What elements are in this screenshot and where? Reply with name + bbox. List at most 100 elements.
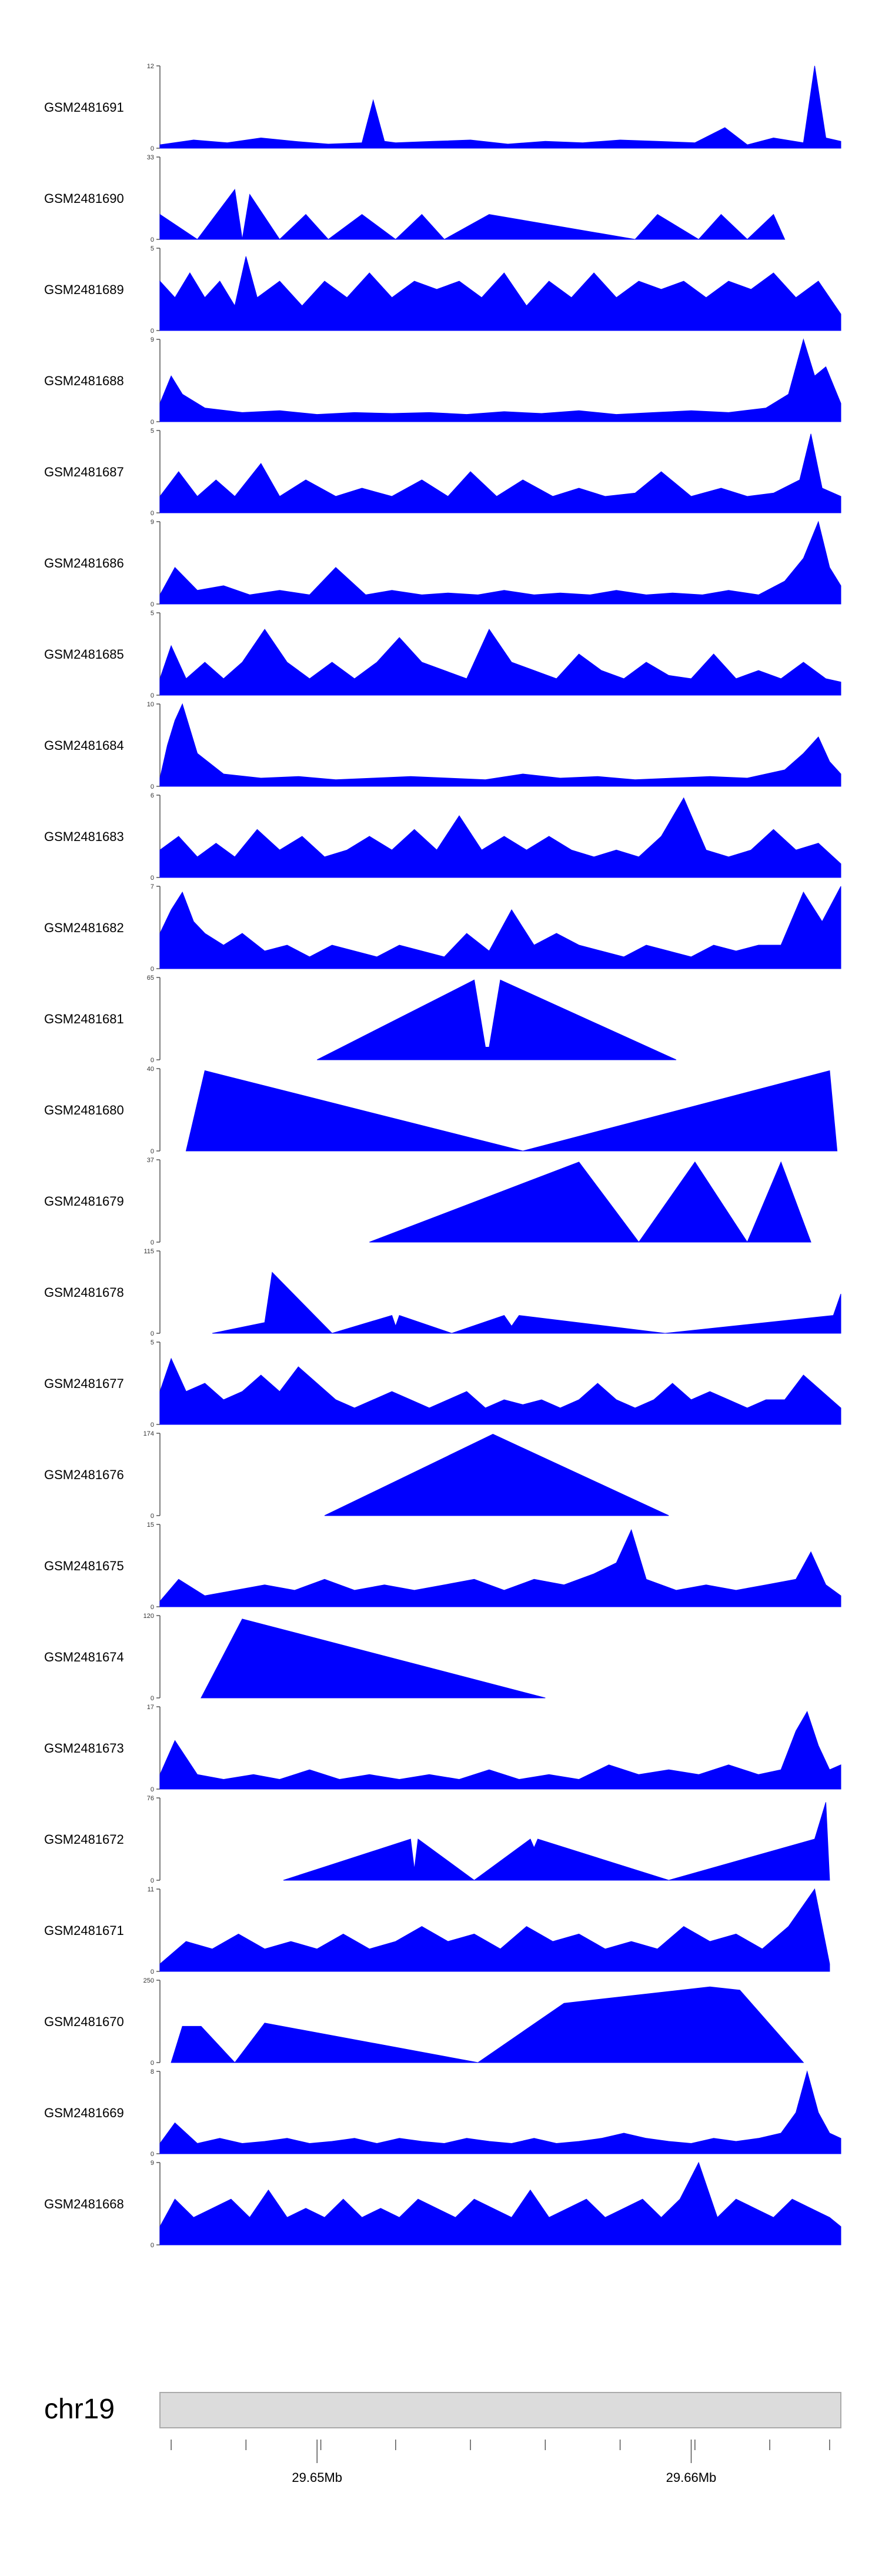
coverage-area: [369, 1161, 811, 1243]
track-GSM2481687: GSM2481687 5 0: [44, 428, 841, 517]
y-tick-label-max: 12: [147, 63, 154, 70]
track-label: GSM2481684: [44, 738, 124, 753]
coverage-area: [159, 797, 841, 878]
track-label: GSM2481673: [44, 1741, 124, 1756]
track-label: GSM2481677: [44, 1376, 124, 1391]
track-GSM2481677: GSM2481677 5 0: [44, 1339, 841, 1429]
track-label: GSM2481688: [44, 373, 124, 388]
track-label: GSM2481687: [44, 465, 124, 479]
y-tick-label-min: 0: [151, 1148, 154, 1155]
track-GSM2481674: GSM2481674 120 0: [44, 1613, 546, 1702]
coverage-area: [159, 703, 841, 787]
y-tick-label-max: 9: [151, 519, 154, 526]
coverage-area: [171, 1986, 804, 2063]
major-tick-label: 29.65Mb: [292, 2470, 342, 2485]
y-tick-label-max: 40: [147, 1066, 154, 1073]
coverage-area: [159, 65, 841, 149]
y-tick-label-max: 115: [143, 1248, 154, 1255]
y-tick-label-max: 65: [147, 975, 154, 982]
track-label: GSM2481691: [44, 100, 124, 115]
y-tick-label-min: 0: [151, 1330, 154, 1337]
y-tick-label-max: 76: [147, 1795, 154, 1802]
track-GSM2481669: GSM2481669 8 0: [44, 2068, 841, 2158]
y-tick-label-min: 0: [151, 236, 154, 243]
track-label: GSM2481674: [44, 1650, 124, 1664]
major-tick-label: 29.66Mb: [666, 2470, 717, 2485]
coverage-area: [159, 628, 841, 696]
track-label: GSM2481672: [44, 1832, 124, 1847]
y-tick-label-min: 0: [151, 1786, 154, 1793]
y-tick-label-min: 0: [151, 692, 154, 699]
track-GSM2481678: GSM2481678 115 0: [44, 1248, 841, 1337]
track-label: GSM2481681: [44, 1012, 124, 1026]
track-label: GSM2481675: [44, 1559, 124, 1573]
track-label: GSM2481683: [44, 829, 124, 844]
coverage-area: [212, 1272, 841, 1334]
y-tick-label-max: 8: [151, 2068, 154, 2076]
track-GSM2481683: GSM2481683 6 0: [44, 792, 841, 882]
y-tick-label-max: 15: [147, 1521, 154, 1529]
track-GSM2481680: GSM2481680 40 0: [44, 1066, 838, 1155]
coverage-area: [159, 520, 841, 605]
y-tick-label-min: 0: [151, 1695, 154, 1702]
y-tick-label-min: 0: [151, 510, 154, 517]
y-tick-label-min: 0: [151, 1968, 154, 1976]
track-GSM2481688: GSM2481688 9 0: [44, 336, 841, 426]
track-label: GSM2481689: [44, 282, 124, 297]
track-label: GSM2481670: [44, 2014, 124, 2029]
coverage-area: [159, 1529, 841, 1607]
y-tick-label-min: 0: [151, 2242, 154, 2249]
track-label: GSM2481680: [44, 1103, 124, 1117]
y-tick-label-min: 0: [151, 419, 154, 426]
coverage-area: [324, 1434, 669, 1516]
track-GSM2481676: GSM2481676 174 0: [44, 1430, 669, 1520]
y-tick-label-min: 0: [151, 1604, 154, 1611]
y-tick-label-max: 33: [147, 154, 154, 161]
y-tick-label-max: 174: [143, 1430, 154, 1437]
coverage-area: [159, 256, 841, 331]
y-tick-label-max: 6: [151, 792, 154, 799]
y-tick-label-min: 0: [151, 601, 154, 608]
y-tick-label-max: 9: [151, 2160, 154, 2167]
y-tick-label-min: 0: [151, 328, 154, 335]
track-GSM2481682: GSM2481682 7 0: [44, 883, 841, 973]
y-tick-label-max: 5: [151, 245, 154, 252]
y-tick-label-min: 0: [151, 783, 154, 790]
track-GSM2481689: GSM2481689 5 0: [44, 245, 841, 335]
y-tick-label-max: 10: [147, 701, 154, 708]
coverage-area: [159, 338, 841, 422]
y-tick-label-min: 0: [151, 966, 154, 973]
y-tick-label-max: 250: [143, 1977, 154, 1984]
y-tick-label-max: 5: [151, 428, 154, 435]
coverage-area: [159, 2070, 841, 2154]
track-label: GSM2481686: [44, 556, 124, 570]
y-tick-label-max: 5: [151, 610, 154, 617]
track-GSM2481670: GSM2481670 250 0: [44, 1977, 804, 2067]
y-tick-label-min: 0: [151, 1513, 154, 1520]
coverage-area: [159, 1710, 841, 1790]
y-tick-label-max: 5: [151, 1339, 154, 1346]
y-tick-label-min: 0: [151, 1239, 154, 1246]
track-GSM2481671: GSM2481671 11 0: [44, 1886, 830, 1976]
track-label: GSM2481690: [44, 191, 124, 206]
track-label: GSM2481685: [44, 647, 124, 662]
y-tick-label-max: 11: [148, 1886, 154, 1893]
coverage-area: [185, 1070, 838, 1152]
track-GSM2481691: GSM2481691 12 0: [44, 63, 841, 152]
y-tick-label-min: 0: [151, 1057, 154, 1064]
y-tick-label-min: 0: [151, 2151, 154, 2158]
y-tick-label-min: 0: [151, 1422, 154, 1429]
coverage-area: [159, 188, 786, 240]
track-GSM2481685: GSM2481685 5 0: [44, 610, 841, 699]
y-tick-label-max: 37: [147, 1157, 154, 1164]
track-GSM2481672: GSM2481672 76 0: [44, 1795, 830, 1884]
y-tick-label-min: 0: [151, 1877, 154, 1884]
track-label: GSM2481676: [44, 1467, 124, 1482]
track-label: GSM2481679: [44, 1194, 124, 1209]
coverage-area: [316, 979, 677, 1060]
track-GSM2481668: GSM2481668 9 0: [44, 2160, 841, 2249]
coverage-area: [159, 1888, 830, 1972]
track-label: GSM2481669: [44, 2105, 124, 2120]
coverage-area: [159, 886, 841, 969]
